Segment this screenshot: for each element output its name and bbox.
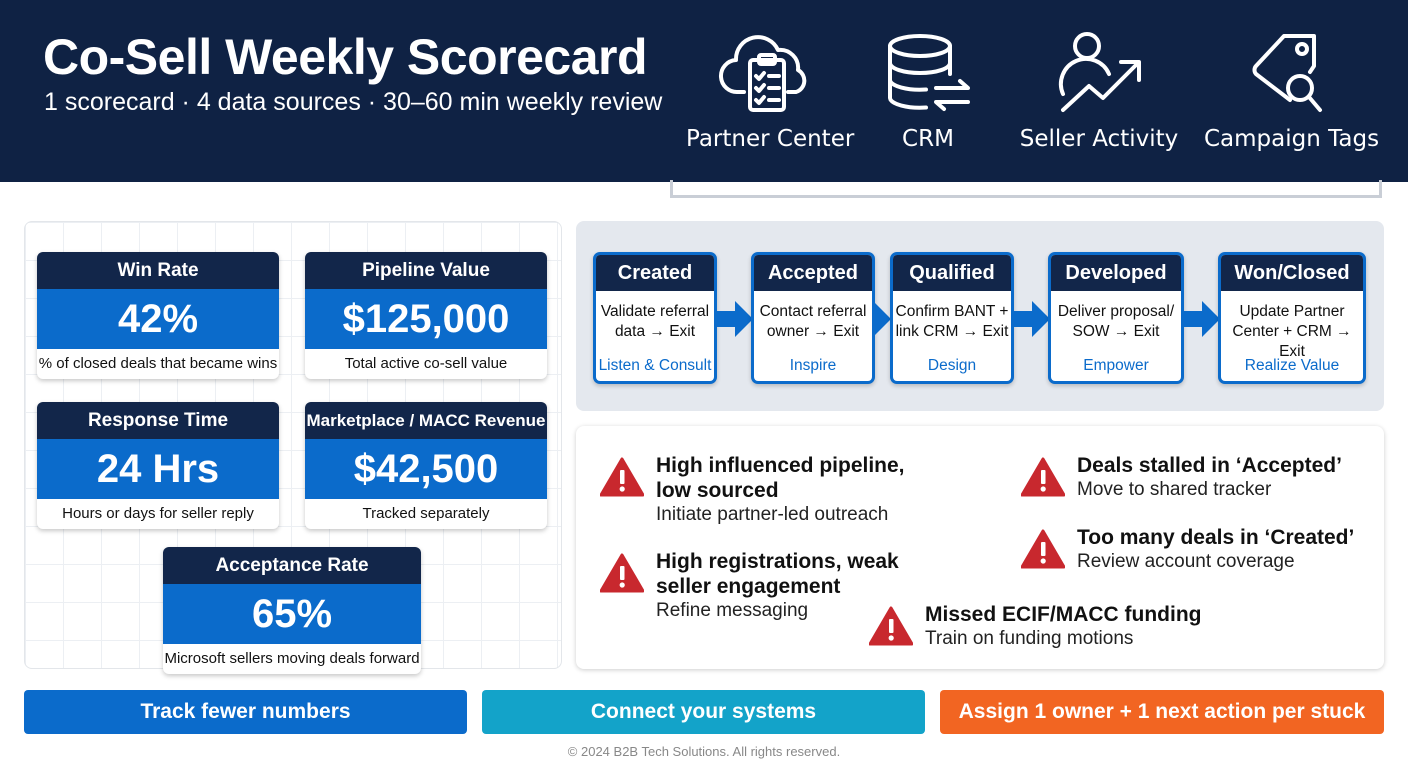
tag-search-icon [1252, 34, 1322, 112]
warning-icon [1021, 529, 1065, 569]
kpi-title: Win Rate [37, 252, 279, 289]
issue-title: High registrations, weak seller engageme… [656, 550, 899, 598]
kpi-description: Hours or days for seller reply [62, 505, 254, 522]
stage-won-closed: Won/Closed Update Partner Center + CRM →… [1218, 252, 1366, 384]
track-fewer-numbers-button[interactable]: Track fewer numbers [24, 690, 467, 734]
stage-exit-criteria: Validate referral data → Exit [596, 302, 714, 342]
stage-exit-criteria: Contact referral owner → Exit [754, 302, 872, 342]
stage-exit-criteria: Update Partner Center + CRM → Exit [1221, 302, 1363, 362]
kpi-description: % of closed deals that became wins [38, 355, 278, 372]
issue-action: Initiate partner-led outreach [656, 504, 889, 525]
issue-action: Review account coverage [1077, 551, 1295, 572]
stage-criteria-line: Deliver proposal/ [1057, 303, 1175, 320]
kpi-title: Marketplace / MACC Revenue [305, 402, 547, 439]
source-label: Seller Activity [1019, 126, 1179, 152]
warning-icon [1021, 457, 1065, 497]
stage-criteria-line: Update Partner [1239, 303, 1345, 320]
source-label: Campaign Tags [1204, 126, 1380, 152]
kpi-value: 42% [37, 289, 279, 349]
stage-motion: Empower [1083, 357, 1149, 374]
stage-motion: Listen & Consult [598, 357, 712, 374]
header-banner: Co-Sell Weekly Scorecard 1 scorecard · 4… [0, 0, 1408, 182]
issue-item: High influenced pipeline, low sourced In… [600, 453, 940, 527]
stage-criteria-line: Contact referral [759, 303, 867, 320]
page-title: Co-Sell Weekly Scorecard [43, 29, 648, 85]
kpi-panel: Win Rate 42% % of closed deals that beca… [24, 221, 562, 674]
source-partner-center: Partner Center [686, 30, 855, 152]
stage-criteria-line: SOW → Exit [1072, 323, 1160, 340]
page-subtitle: 1 scorecard · 4 data sources · 30–60 min… [44, 88, 663, 116]
issues-panel: High influenced pipeline, low sourced In… [576, 426, 1384, 669]
kpi-title: Acceptance Rate [163, 547, 421, 584]
kpi-value: $42,500 [305, 439, 547, 499]
stage-criteria-line: link CRM → Exit [895, 323, 1009, 340]
stage-created: Created Validate referral data → Exit Li… [593, 252, 717, 384]
stage-developed: Developed Deliver proposal/ SOW → Exit E… [1048, 252, 1184, 384]
issue-action: Train on funding motions [925, 628, 1134, 649]
kpi-card-win-rate: Win Rate 42% % of closed deals that beca… [37, 252, 279, 379]
stage-motion: Design [927, 357, 977, 374]
stage-criteria-line: Center + CRM → Exit [1232, 323, 1352, 360]
data-sources: Partner Center CRM Seller Activity Campa… [670, 30, 1390, 170]
stage-name: Developed [1051, 255, 1181, 291]
assign-owner-button[interactable]: Assign 1 owner + 1 next action per stuck… [940, 690, 1384, 767]
kpi-description: Microsoft sellers moving deals forward [164, 650, 420, 667]
stage-exit-criteria: Confirm BANT + link CRM → Exit [893, 302, 1011, 342]
issue-title: Too many deals in ‘Created’ [1077, 526, 1355, 549]
source-label: CRM [902, 126, 954, 152]
kpi-title: Response Time [37, 402, 279, 439]
arrow-right-icon [1182, 301, 1220, 337]
arrow-right-icon [1012, 301, 1050, 337]
stage-name: Qualified [893, 255, 1011, 291]
warning-icon [869, 606, 913, 646]
kpi-title: Pipeline Value [305, 252, 547, 289]
stage-exit-criteria: Deliver proposal/ SOW → Exit [1051, 302, 1181, 342]
stage-motion: Inspire [789, 357, 837, 374]
stage-motion: Realize Value [1244, 357, 1340, 374]
stage-name: Accepted [754, 255, 872, 291]
cloud-clipboard-icon [719, 35, 807, 112]
arrow-right-icon [715, 301, 753, 337]
issue-action: Refine messaging [656, 600, 809, 621]
stage-qualified: Qualified Confirm BANT + link CRM → Exit… [890, 252, 1014, 384]
stage-criteria-line: Confirm BANT + [895, 303, 1009, 320]
warning-icon [600, 457, 644, 497]
person-growth-icon [1058, 32, 1141, 112]
kpi-card-marketplace-revenue: Marketplace / MACC Revenue $42,500 Track… [305, 402, 547, 529]
arrow-right-icon [873, 301, 891, 337]
database-sync-icon [888, 34, 970, 111]
kpi-description: Total active co-sell value [344, 355, 508, 372]
stage-name: Created [596, 255, 714, 291]
stage-criteria-line: data → Exit [614, 323, 696, 340]
issue-item: Missed ECIF/MACC funding Train on fundin… [869, 602, 1209, 651]
stage-accepted: Accepted Contact referral owner → Exit I… [751, 252, 875, 384]
stage-name: Won/Closed [1221, 255, 1363, 291]
issue-item: High registrations, weak seller engageme… [600, 549, 940, 623]
stage-criteria-line: owner → Exit [766, 323, 860, 340]
issue-title: Missed ECIF/MACC funding [925, 603, 1202, 626]
kpi-description: Tracked separately [362, 505, 490, 522]
source-label: Partner Center [686, 126, 855, 152]
issue-item: Too many deals in ‘Created’ Review accou… [1021, 525, 1361, 574]
connect-systems-button[interactable]: Connect your systems [482, 690, 925, 734]
stage-flow-panel: Created Validate referral data → Exit Li… [576, 221, 1384, 411]
issue-title: Deals stalled in ‘Accepted’ [1077, 454, 1342, 477]
kpi-value: 65% [163, 584, 421, 644]
copyright-footer: © 2024 B2B Tech Solutions. All rights re… [567, 744, 841, 759]
source-seller-activity: Seller Activity [1018, 30, 1180, 152]
kpi-card-pipeline-value: Pipeline Value $125,000 Total active co-… [305, 252, 547, 379]
issue-title: High influenced pipeline, low sourced [656, 454, 905, 502]
source-campaign-tags: Campaign Tags [1204, 30, 1380, 152]
source-crm: CRM [848, 30, 1008, 152]
issue-item: Deals stalled in ‘Accepted’ Move to shar… [1021, 453, 1361, 502]
kpi-card-response-time: Response Time 24 Hrs Hours or days for s… [37, 402, 279, 529]
warning-icon [600, 553, 644, 593]
issue-action: Move to shared tracker [1077, 479, 1272, 500]
stage-criteria-line: Validate referral [600, 303, 710, 320]
kpi-card-acceptance-rate: Acceptance Rate 65% Microsoft sellers mo… [163, 547, 421, 674]
kpi-value: 24 Hrs [37, 439, 279, 499]
kpi-value: $125,000 [305, 289, 547, 349]
sources-bracket [670, 180, 1382, 198]
